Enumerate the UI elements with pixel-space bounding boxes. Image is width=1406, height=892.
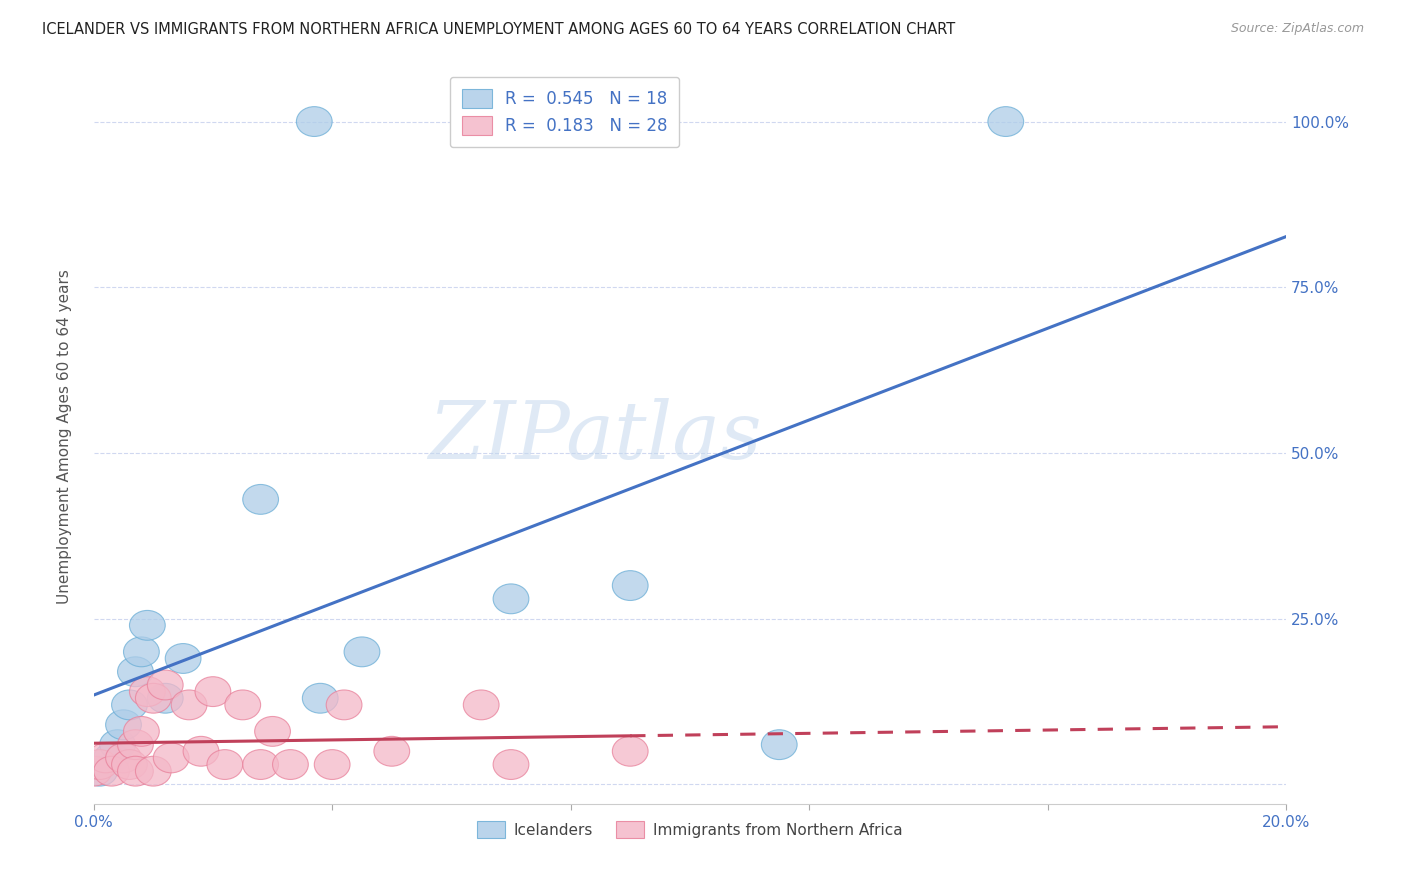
Ellipse shape — [118, 756, 153, 786]
Ellipse shape — [124, 637, 159, 666]
Ellipse shape — [82, 756, 118, 786]
Ellipse shape — [118, 730, 153, 760]
Ellipse shape — [166, 643, 201, 673]
Ellipse shape — [613, 737, 648, 766]
Ellipse shape — [135, 756, 172, 786]
Text: ZIPatlas: ZIPatlas — [427, 398, 761, 475]
Ellipse shape — [207, 749, 243, 780]
Ellipse shape — [225, 690, 260, 720]
Ellipse shape — [302, 683, 337, 714]
Ellipse shape — [315, 749, 350, 780]
Ellipse shape — [129, 677, 166, 706]
Ellipse shape — [374, 737, 409, 766]
Ellipse shape — [494, 749, 529, 780]
Ellipse shape — [135, 683, 172, 714]
Ellipse shape — [243, 749, 278, 780]
Legend: Icelanders, Immigrants from Northern Africa: Icelanders, Immigrants from Northern Afr… — [471, 814, 908, 845]
Ellipse shape — [494, 584, 529, 614]
Ellipse shape — [111, 690, 148, 720]
Ellipse shape — [172, 690, 207, 720]
Ellipse shape — [464, 690, 499, 720]
Ellipse shape — [100, 730, 135, 760]
Ellipse shape — [118, 657, 153, 687]
Ellipse shape — [94, 756, 129, 786]
Ellipse shape — [243, 484, 278, 515]
Ellipse shape — [183, 737, 219, 766]
Text: ICELANDER VS IMMIGRANTS FROM NORTHERN AFRICA UNEMPLOYMENT AMONG AGES 60 TO 64 YE: ICELANDER VS IMMIGRANTS FROM NORTHERN AF… — [42, 22, 956, 37]
Ellipse shape — [153, 743, 188, 772]
Ellipse shape — [76, 756, 111, 786]
Ellipse shape — [129, 610, 166, 640]
Ellipse shape — [988, 107, 1024, 136]
Y-axis label: Unemployment Among Ages 60 to 64 years: Unemployment Among Ages 60 to 64 years — [58, 269, 72, 604]
Ellipse shape — [297, 107, 332, 136]
Ellipse shape — [82, 749, 118, 780]
Ellipse shape — [148, 683, 183, 714]
Ellipse shape — [105, 743, 142, 772]
Ellipse shape — [273, 749, 308, 780]
Ellipse shape — [111, 749, 148, 780]
Ellipse shape — [148, 670, 183, 700]
Ellipse shape — [344, 637, 380, 666]
Ellipse shape — [105, 710, 142, 739]
Ellipse shape — [87, 743, 124, 772]
Ellipse shape — [254, 716, 291, 747]
Ellipse shape — [195, 677, 231, 706]
Text: Source: ZipAtlas.com: Source: ZipAtlas.com — [1230, 22, 1364, 36]
Ellipse shape — [762, 730, 797, 760]
Ellipse shape — [613, 571, 648, 600]
Ellipse shape — [94, 743, 129, 772]
Ellipse shape — [124, 716, 159, 747]
Ellipse shape — [326, 690, 361, 720]
